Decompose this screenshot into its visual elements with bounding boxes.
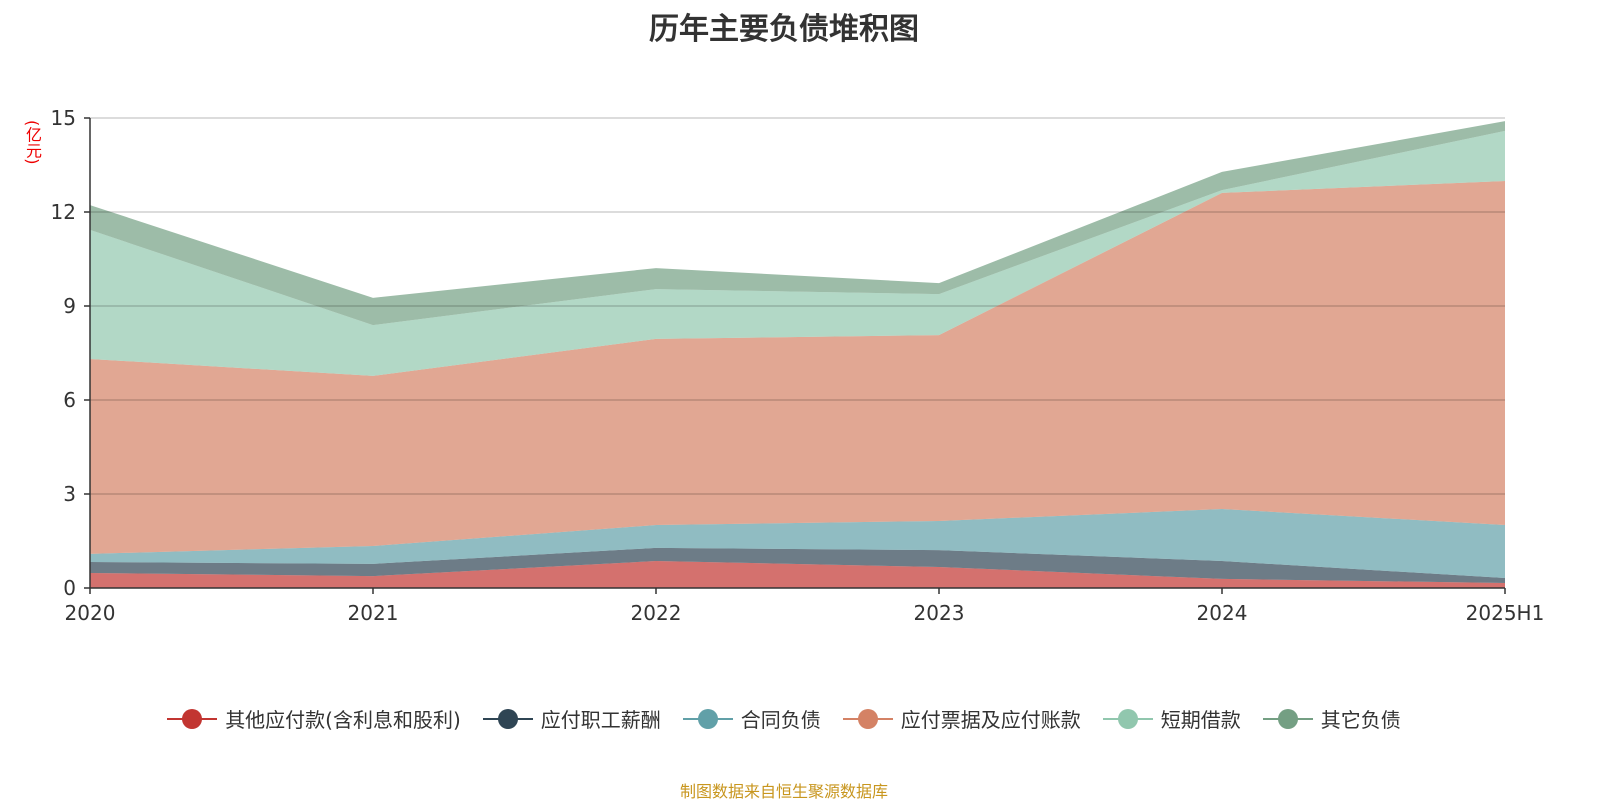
area-series-3 xyxy=(90,180,1505,554)
legend-label: 其它负债 xyxy=(1320,708,1401,732)
stacked-area-chart: 0 3 6 9 12 15 2020 2021 2022 2023 2024 2025H1 xyxy=(51,106,1545,625)
area-series-5 xyxy=(90,121,1505,326)
legend-marker-icon xyxy=(682,708,733,729)
area-series-0 xyxy=(90,561,1505,588)
area-series-2 xyxy=(90,509,1505,578)
legend-label: 合同负债 xyxy=(740,708,821,732)
legend-label: 短期借款 xyxy=(1160,708,1241,732)
legend-marker-icon xyxy=(1262,708,1313,729)
area-series-1 xyxy=(90,547,1505,583)
y-tick-label: 15 xyxy=(51,106,76,130)
y-tick-label: 0 xyxy=(63,576,76,600)
legend-marker-icon xyxy=(482,708,533,729)
y-tick-label: 12 xyxy=(51,200,76,224)
legend: 其他应付款(含利息和股利) 应付职工薪酬 合同负债 应付票据及应付账款 短期借款 其它负债 xyxy=(0,704,1568,733)
legend-label: 应付票据及应付账款 xyxy=(900,708,1081,732)
y-axis-unit: (亿元) xyxy=(23,120,42,165)
area-series-4 xyxy=(90,130,1505,376)
y-tick-label: 3 xyxy=(63,482,76,506)
legend-item[interactable]: 应付职工薪酬 xyxy=(482,704,661,733)
legend-marker-icon xyxy=(842,708,893,729)
legend-item[interactable]: 其他应付款(含利息和股利) xyxy=(167,704,461,733)
x-tick-label: 2024 xyxy=(1197,601,1248,625)
legend-marker-icon xyxy=(1102,708,1153,729)
source-note: 制图数据来自恒生聚源数据库 xyxy=(679,782,888,801)
legend-item[interactable]: 应付票据及应付账款 xyxy=(842,704,1081,733)
x-tick-label: 2023 xyxy=(914,601,965,625)
x-tick-label: 2021 xyxy=(348,601,399,625)
x-tick-label: 2020 xyxy=(65,601,116,625)
legend-item[interactable]: 合同负债 xyxy=(682,704,821,733)
y-tick-label: 6 xyxy=(63,388,76,412)
x-tick-label: 2022 xyxy=(631,601,682,625)
x-tick-label: 2025H1 xyxy=(1466,601,1545,625)
legend-label: 应付职工薪酬 xyxy=(540,708,661,732)
legend-marker-icon xyxy=(167,708,218,729)
legend-item[interactable]: 其它负债 xyxy=(1262,704,1401,733)
y-tick-label: 9 xyxy=(63,294,76,318)
legend-label: 其他应付款(含利息和股利) xyxy=(225,708,461,732)
legend-item[interactable]: 短期借款 xyxy=(1102,704,1241,733)
chart-title: 历年主要负债堆积图 xyxy=(649,12,919,47)
